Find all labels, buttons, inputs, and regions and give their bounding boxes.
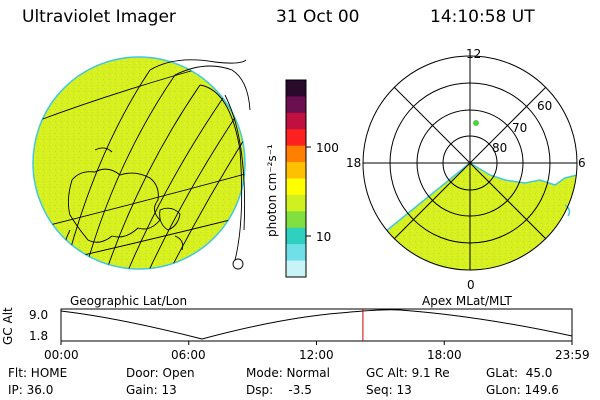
colorbar-tick-10: 10 [316,230,332,244]
time-tick-1800: 18:00 [427,348,462,362]
mlt-label-6: 6 [578,156,586,170]
colorbar-segment [286,145,306,163]
date-label: 31 Oct 00 [276,7,360,27]
earth-disk [32,56,246,270]
instrument-title: Ultraviolet Imager [22,7,176,27]
time-tick-2359: 23:59 [555,348,590,362]
gain-value: Gain: 13 [126,383,177,397]
mlt-label-0: 0 [467,278,475,292]
time-tick-0600: 06:00 [171,348,206,362]
time-label: 14:10:58 UT [430,7,535,27]
geo-longitude: GLon: 149.6 [486,383,559,397]
mlat-ring-80: 80 [492,141,508,155]
colorbar-segment [286,178,306,196]
mlt-label-12: 12 [466,47,482,61]
altitude-ytick-top: 9.0 [29,308,49,322]
mlat-ring-70: 70 [512,121,528,135]
mlat-ring-60: 60 [537,99,553,113]
colorbar-segment [286,129,306,147]
colorbar-segment [286,194,306,212]
gc-altitude: GC Alt: 9.1 Re [366,366,450,380]
altitude-plot [60,308,573,345]
colorbar-tick-100: 100 [316,141,339,155]
altitude-curve [60,309,573,340]
altitude-ytick-bottom: 1.8 [29,329,49,343]
altitude-plot-frame [60,308,573,342]
apex-polar-plot [362,55,578,271]
colorbar-segment [286,227,306,245]
grid-outside [149,59,251,261]
colorbar-segment [286,80,306,97]
ip-value: IP: 36.0 [8,383,54,397]
colorbar-segment [286,96,306,114]
colorbar-segment [286,162,306,179]
emission-region [373,162,577,270]
polar-spokes [363,56,577,270]
geographic-map-label: Geographic Lat/Lon [70,294,188,308]
colorbar-segment [286,112,306,130]
apex-map-label: Apex MLat/MLT [422,294,512,308]
colorbar-frame [285,79,307,278]
geographic-map [32,56,251,270]
sequence-number: Seq: 13 [366,383,412,397]
time-tick-0000: 00:00 [44,348,79,362]
mlt-label-18: 18 [346,156,362,170]
altitude-axis-label: GC Alt [1,307,15,345]
dsp-value: Dsp: -3.5 [246,383,312,397]
colorbar [285,79,311,278]
colorbar-unit-label: photon cm⁻²s⁻¹ [265,144,279,237]
door-status: Door: Open [126,366,195,380]
emission-spot [473,120,479,126]
time-tick-1200: 12:00 [299,348,334,362]
colorbar-segment [286,260,306,278]
geo-latitude: GLat: 45.0 [486,366,553,380]
mode-status: Mode: Normal [246,366,330,380]
flight-status: Flt: HOME [8,366,68,380]
colorbar-segment [286,244,306,262]
colorbar-segment [286,211,306,229]
